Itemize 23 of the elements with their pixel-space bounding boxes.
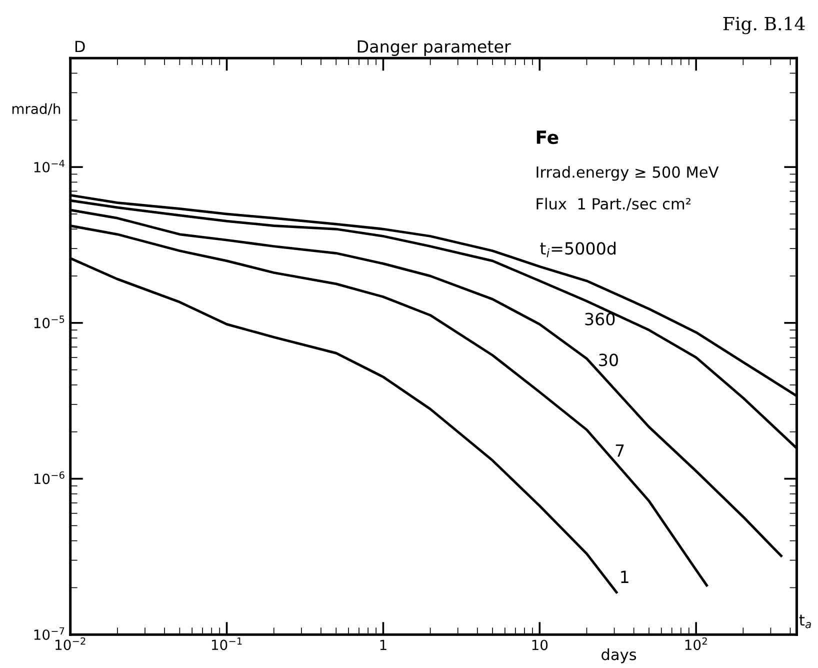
x-tick-label: 10$^{−2}$ [56,637,86,650]
x-tick-label: 10$^{2}$ [685,637,707,650]
series-label: 360 [585,312,615,326]
text: t$_{a}$ [799,614,811,628]
x-tick-label: 10$^{−1}$ [212,638,242,650]
text: D [75,40,85,52]
annotation: Irrad.energy ≥ 500 MeV [536,166,719,181]
annotation: Flux 1 Part./sec cm² [536,198,691,211]
x-tick-label: 10 [532,640,548,650]
x-tick-label: 1 [380,640,386,650]
chart-title: Danger parameter [358,40,511,56]
series-label: t$_{i}$=5000d [540,242,616,258]
y-tick-label: 10$^{−5}$ [34,316,64,328]
annotation: Fe [536,130,558,144]
y-axis-title: mrad/h [12,103,60,116]
y-tick-label: 10$^{−7}$ [34,627,64,640]
series-label: 30 [599,354,618,366]
y-tick-label: 10$^{−6}$ [34,471,64,484]
series-label: 7 [616,444,624,457]
x-axis-title: days [602,648,636,664]
series-label: 1 [621,570,628,583]
y-tick-label: 10$^{−4}$ [34,160,64,172]
text: Fig. B.14 [723,16,805,34]
